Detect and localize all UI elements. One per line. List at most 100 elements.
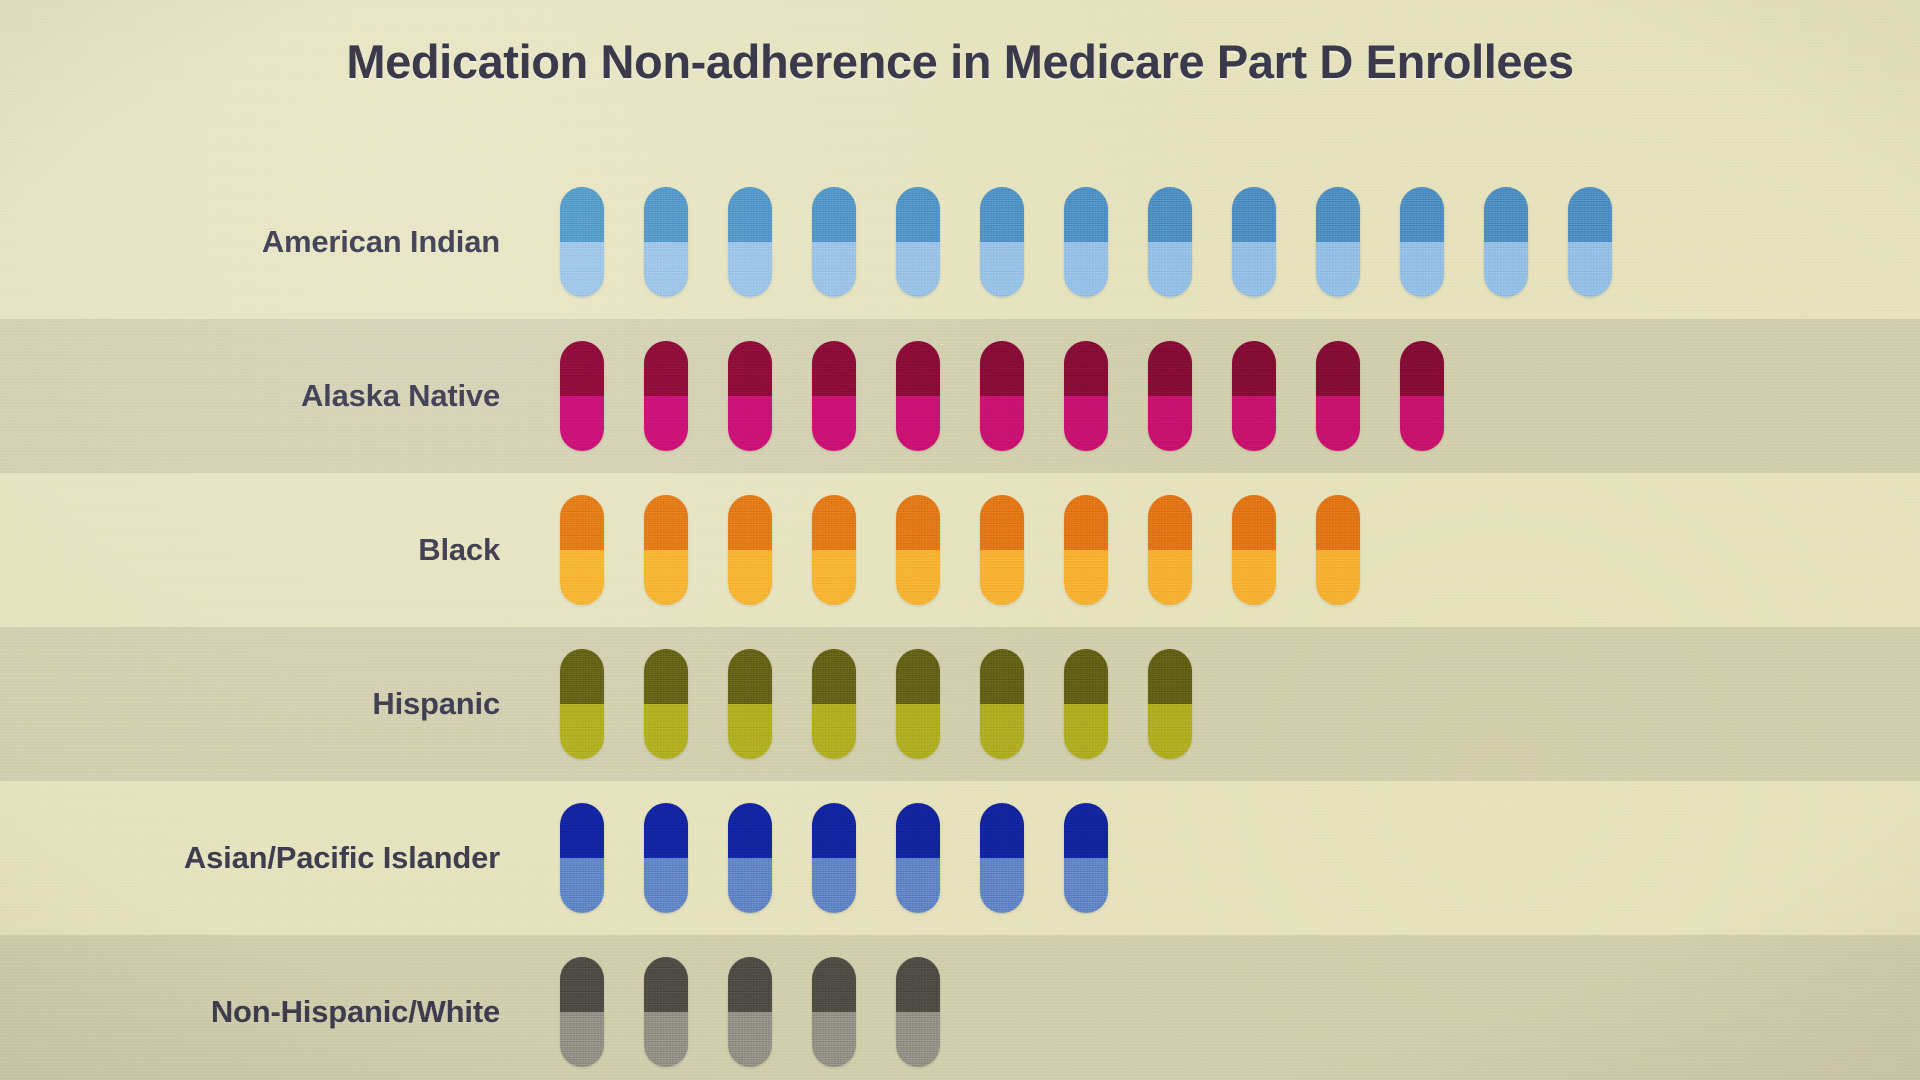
pill-top-half [1400,187,1444,242]
chart-row: Asian/Pacific Islander [0,781,1920,935]
pill-top-half [1400,341,1444,396]
pill-icon [1148,341,1192,451]
pill-bottom-half [560,858,604,913]
pill-top-half [1316,495,1360,550]
pill-top-half [896,495,940,550]
pill-bottom-half [812,242,856,297]
pill-group [560,781,1920,935]
pill-icon [980,649,1024,759]
background-band [0,0,1920,165]
pill-icon [560,803,604,913]
pill-top-half [896,957,940,1012]
chart-row: Alaska Native [0,319,1920,473]
pill-top-half [812,803,856,858]
pill-top-half [1148,187,1192,242]
pill-bottom-half [1484,242,1528,297]
pill-top-half [1064,803,1108,858]
background-band [0,319,1920,473]
pill-bottom-half [896,242,940,297]
pill-icon [812,649,856,759]
pill-icon [728,495,772,605]
pill-icon [728,341,772,451]
pill-icon [812,495,856,605]
pill-icon [1148,495,1192,605]
pill-top-half [1064,187,1108,242]
pill-bottom-half [1400,396,1444,451]
pill-icon [728,803,772,913]
pill-bottom-half [728,242,772,297]
pill-bottom-half [1064,242,1108,297]
pill-top-half [1064,341,1108,396]
pill-bottom-half [644,704,688,759]
pill-top-half [560,187,604,242]
pill-group [560,627,1920,781]
pill-top-half [896,649,940,704]
pill-bottom-half [1316,396,1360,451]
pill-bottom-half [644,242,688,297]
pill-icon [644,649,688,759]
pill-icon [1400,341,1444,451]
pill-bottom-half [896,704,940,759]
pill-top-half [644,187,688,242]
pill-top-half [812,495,856,550]
pill-group [560,935,1920,1080]
background-band [0,473,1920,627]
pill-icon [560,187,604,297]
row-label: American Indian [261,224,500,259]
pill-bottom-half [980,242,1024,297]
pill-icon [896,649,940,759]
pill-bottom-half [728,1012,772,1067]
pill-group [560,165,1920,319]
pill-icon [980,341,1024,451]
pill-icon [980,495,1024,605]
pill-bottom-half [812,704,856,759]
pill-bottom-half [812,858,856,913]
pill-top-half [896,803,940,858]
pill-bottom-half [1064,550,1108,605]
pill-icon [896,187,940,297]
chart-row: American Indian [0,165,1920,319]
background-band [0,627,1920,781]
pill-bottom-half [1148,550,1192,605]
pill-bottom-half [1232,242,1276,297]
pill-top-half [1148,495,1192,550]
row-label: Black [418,532,500,567]
pill-icon [1316,187,1360,297]
pill-icon [896,341,940,451]
pill-icon [644,187,688,297]
pill-bottom-half [980,858,1024,913]
pill-icon [896,957,940,1067]
pill-icon [1064,341,1108,451]
pill-icon [644,495,688,605]
pill-bottom-half [1064,858,1108,913]
pill-icon [560,341,604,451]
pill-top-half [1064,649,1108,704]
pill-top-half [728,341,772,396]
pill-top-half [560,649,604,704]
pill-top-half [644,957,688,1012]
pill-bottom-half [1064,396,1108,451]
pill-bottom-half [980,396,1024,451]
pill-bottom-half [980,550,1024,605]
pill-bottom-half [644,550,688,605]
pill-bottom-half [728,858,772,913]
pill-icon [644,957,688,1067]
pill-bottom-half [812,396,856,451]
pill-top-half [812,649,856,704]
pill-top-half [1148,341,1192,396]
pill-top-half [728,957,772,1012]
pill-icon [1064,495,1108,605]
pill-top-half [1568,187,1612,242]
pill-icon [1232,495,1276,605]
pill-top-half [980,495,1024,550]
row-label: Alaska Native [300,378,500,413]
pill-top-half [980,649,1024,704]
pill-top-half [644,495,688,550]
pill-icon [1568,187,1612,297]
pill-top-half [812,341,856,396]
pill-top-half [728,649,772,704]
pill-group [560,473,1920,627]
pill-top-half [560,803,604,858]
